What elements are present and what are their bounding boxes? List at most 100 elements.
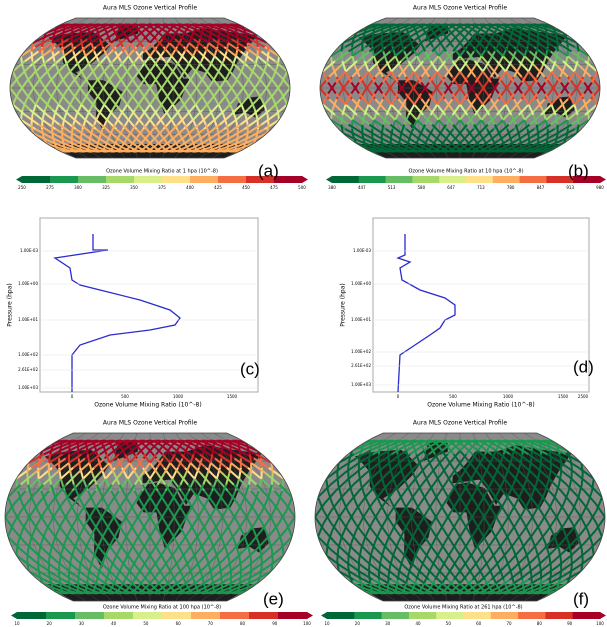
orbit-track	[415, 570, 421, 581]
colorbar-tick-label: 475	[270, 185, 278, 190]
orbit-track	[211, 579, 215, 587]
colorbar-tick-label: 80	[240, 621, 246, 626]
orbit-track	[29, 55, 44, 67]
orbit-track	[453, 585, 461, 592]
colorbar-tick-label: 450	[242, 185, 250, 190]
orbit-track	[103, 23, 111, 28]
orbit-track	[149, 148, 156, 153]
orbit-track	[157, 490, 167, 505]
orbit-track	[196, 484, 205, 498]
orbit-track	[590, 76, 600, 89]
orbit-track	[514, 23, 523, 28]
orbit-track	[213, 585, 226, 592]
orbit-track	[506, 25, 516, 32]
orbit-track	[428, 446, 438, 456]
orbit-track	[119, 109, 130, 121]
orbit-track	[490, 570, 502, 581]
orbit-track	[165, 516, 176, 531]
orbit-track	[395, 589, 404, 595]
orbit-track	[466, 98, 477, 111]
orbit-track	[206, 589, 215, 595]
panel-letter: (b)	[568, 161, 589, 180]
orbit-track	[398, 587, 409, 594]
orbit-track	[505, 585, 510, 592]
orbit-track	[549, 449, 565, 460]
orbit-track	[439, 35, 449, 44]
colorbar-tick-label: 847	[537, 185, 545, 190]
orbit-track	[78, 536, 90, 550]
orbit-track	[30, 483, 45, 498]
orbit-track	[390, 70, 399, 83]
orbit-track	[331, 516, 341, 531]
orbit-track	[527, 60, 535, 72]
orbit-track	[367, 103, 380, 116]
orbit-track	[580, 473, 584, 485]
orbit-track	[531, 449, 545, 460]
orbit-track	[20, 496, 33, 511]
orbit-track	[189, 23, 197, 28]
orbit-track	[464, 24, 471, 29]
orbit-track	[566, 109, 581, 121]
orbit-track	[126, 442, 135, 449]
orbit-track	[190, 439, 199, 445]
orbit-track	[26, 462, 30, 474]
orbit-track	[165, 25, 173, 32]
orbit-track	[576, 42, 580, 52]
orbit-track	[400, 42, 406, 52]
orbit-track	[443, 529, 454, 544]
orbit-track	[129, 570, 139, 581]
orbit-track	[27, 484, 33, 498]
orbit-track	[543, 132, 559, 142]
orbit-track	[588, 483, 603, 498]
orbit-track	[427, 496, 438, 511]
orbit-track	[103, 579, 108, 587]
orbit-track	[99, 148, 104, 153]
orbit-track	[451, 523, 461, 538]
orbit-track	[103, 93, 113, 106]
orbit-track	[229, 590, 233, 594]
orbit-track	[323, 529, 337, 544]
orbit-track	[165, 23, 171, 28]
orbit-track	[45, 503, 55, 518]
orbit-track	[12, 509, 23, 525]
orbit-track	[513, 574, 526, 585]
orbit-track	[535, 42, 540, 52]
colorbar-segment	[46, 612, 76, 619]
orbit-track	[500, 589, 509, 595]
orbit-track	[504, 565, 517, 577]
orbit-track	[40, 81, 50, 95]
panel-letter: (d)	[573, 357, 594, 376]
orbit-track	[211, 144, 223, 151]
orbit-track	[481, 440, 487, 446]
orbit-track	[141, 462, 151, 474]
orbit-track	[210, 462, 223, 474]
orbit-track	[210, 560, 223, 572]
orbit-track	[435, 87, 446, 100]
orbit-track	[242, 26, 246, 31]
orbit-track	[255, 570, 272, 581]
orbit-track	[213, 523, 222, 538]
orbit-track	[228, 490, 237, 505]
orbit-track	[43, 578, 59, 588]
orbit-track	[119, 55, 130, 67]
orbit-track	[101, 536, 113, 550]
orbit-track	[141, 76, 151, 89]
orbit-track	[136, 578, 145, 588]
orbit-track	[358, 92, 370, 106]
orbit-track	[97, 458, 103, 469]
orbit-track	[114, 565, 125, 577]
orbit-track	[402, 496, 414, 511]
orbit-track	[57, 442, 71, 449]
orbit-track	[487, 585, 493, 592]
orbit-track	[475, 23, 481, 28]
colorbar-label: Ozone Volume Mixing Ratio at 261 hpa (10…	[404, 605, 522, 611]
colorbar-tick-label: 70	[208, 621, 214, 626]
orbit-track	[539, 590, 543, 594]
orbit-track	[280, 76, 290, 89]
orbit-track	[215, 132, 229, 142]
orbit-track	[503, 145, 508, 151]
orbit-track	[163, 60, 174, 73]
orbit-track	[251, 34, 268, 44]
orbit-track	[226, 529, 239, 544]
orbit-track	[184, 31, 195, 40]
